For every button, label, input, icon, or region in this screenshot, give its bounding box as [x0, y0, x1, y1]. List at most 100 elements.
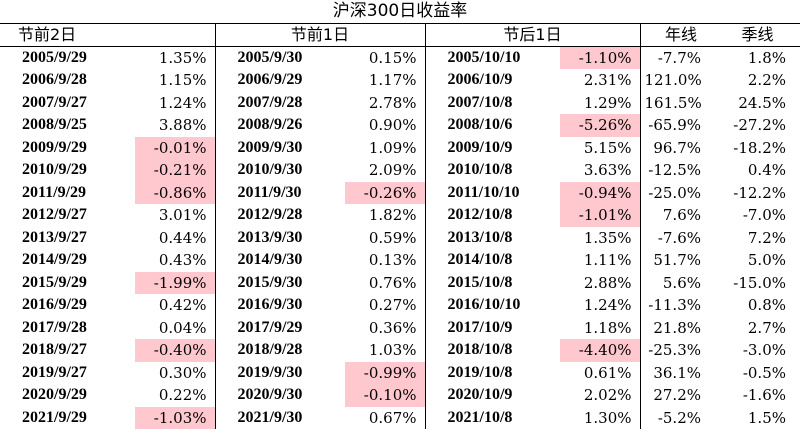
pre1-return-cell[interactable]: 0.90%: [345, 114, 426, 137]
year-return-cell[interactable]: 21.8%: [653, 318, 701, 337]
pre1-date-cell[interactable]: 2011/9/30: [237, 183, 302, 201]
post1-date-cell[interactable]: 2021/10/8: [447, 408, 513, 426]
pre1-date-cell[interactable]: 2005/9/30: [237, 49, 303, 66]
post1-date-cell[interactable]: 2005/10/10: [447, 49, 521, 66]
pre2-date-cell[interactable]: 2006/9/28: [22, 71, 87, 89]
post1-date-cell[interactable]: 2008/10/6: [447, 116, 513, 134]
pre1-date-cell[interactable]: 2007/9/28: [237, 93, 303, 111]
pre1-return-cell[interactable]: 1.82%: [345, 204, 426, 227]
pre1-date-cell[interactable]: 2017/9/29: [237, 318, 303, 336]
pre1-return-cell[interactable]: 0.27%: [345, 294, 426, 317]
year-return-cell[interactable]: 27.2%: [653, 386, 701, 405]
post1-date-cell[interactable]: 2006/10/9: [447, 71, 513, 89]
post1-return-cell[interactable]: 2.31%: [560, 69, 641, 92]
post1-return-cell[interactable]: 1.35%: [560, 226, 641, 249]
pre2-date-cell[interactable]: 2016/9/29: [22, 296, 87, 314]
year-return-cell[interactable]: -25.3%: [648, 341, 701, 360]
quarter-return-cell[interactable]: 0.8%: [747, 296, 786, 315]
year-return-cell[interactable]: -65.9%: [648, 116, 701, 135]
post1-return-cell[interactable]: 0.61%: [560, 361, 641, 384]
post1-return-cell[interactable]: 2.88%: [560, 271, 641, 294]
quarter-return-cell[interactable]: 24.5%: [738, 93, 786, 112]
pre2-date-cell[interactable]: 2010/9/29: [22, 161, 87, 179]
year-return-cell[interactable]: 7.6%: [662, 206, 701, 225]
pre2-date-cell[interactable]: 2017/9/28: [22, 318, 87, 336]
pre2-date-cell[interactable]: 2012/9/27: [22, 206, 87, 224]
pre1-return-cell[interactable]: 0.76%: [345, 271, 426, 294]
year-return-cell[interactable]: -12.5%: [648, 161, 701, 180]
pre2-return-cell[interactable]: 3.01%: [135, 204, 216, 227]
year-return-cell[interactable]: -7.6%: [657, 228, 701, 247]
post1-return-cell[interactable]: -0.94%: [560, 181, 641, 204]
pre2-date-cell[interactable]: 2007/9/27: [22, 93, 87, 111]
pre1-return-cell[interactable]: -0.99%: [345, 361, 426, 384]
quarter-return-cell[interactable]: -18.2%: [733, 138, 786, 157]
pre1-date-cell[interactable]: 2021/9/30: [237, 408, 303, 426]
header-pre2[interactable]: 节前2日: [0, 23, 216, 47]
post1-return-cell[interactable]: 5.15%: [560, 136, 641, 159]
pre2-return-cell[interactable]: -0.21%: [135, 159, 216, 182]
pre2-date-cell[interactable]: 2005/9/29: [22, 49, 87, 66]
pre2-return-cell[interactable]: 1.24%: [135, 91, 216, 114]
pre1-date-cell[interactable]: 2009/9/30: [237, 138, 303, 156]
pre1-date-cell[interactable]: 2019/9/30: [237, 363, 303, 381]
year-return-cell[interactable]: -5.2%: [657, 408, 701, 427]
post1-date-cell[interactable]: 2016/10/10: [447, 296, 521, 314]
quarter-return-cell[interactable]: 5.0%: [747, 251, 786, 270]
pre2-return-cell[interactable]: 0.04%: [135, 316, 216, 339]
year-return-cell[interactable]: 161.5%: [644, 93, 702, 112]
pre1-return-cell[interactable]: 1.17%: [345, 69, 426, 92]
post1-return-cell[interactable]: 1.11%: [560, 249, 641, 272]
post1-return-cell[interactable]: -1.10%: [560, 46, 641, 69]
quarter-return-cell[interactable]: 1.5%: [747, 408, 786, 427]
post1-return-cell[interactable]: 1.18%: [560, 316, 641, 339]
post1-date-cell[interactable]: 2009/10/9: [447, 138, 513, 156]
header-pre1[interactable]: 节前1日: [215, 23, 426, 47]
post1-date-cell[interactable]: 2020/10/9: [447, 386, 513, 404]
quarter-return-cell[interactable]: -12.2%: [733, 183, 786, 202]
quarter-return-cell[interactable]: -3.0%: [742, 341, 786, 360]
pre2-return-cell[interactable]: 0.30%: [135, 361, 216, 384]
pre1-return-cell[interactable]: 2.78%: [345, 91, 426, 114]
post1-date-cell[interactable]: 2007/10/8: [447, 93, 513, 111]
pre2-return-cell[interactable]: -0.86%: [135, 181, 216, 204]
pre2-return-cell[interactable]: 1.35%: [135, 46, 216, 69]
post1-date-cell[interactable]: 2010/10/8: [447, 161, 513, 179]
pre1-return-cell[interactable]: 1.09%: [345, 136, 426, 159]
pre1-return-cell[interactable]: -0.26%: [345, 181, 426, 204]
year-return-cell[interactable]: 121.0%: [644, 71, 702, 90]
post1-return-cell[interactable]: 1.30%: [560, 406, 641, 429]
quarter-return-cell[interactable]: -27.2%: [733, 116, 786, 135]
year-return-cell[interactable]: 96.7%: [653, 138, 701, 157]
quarter-return-cell[interactable]: 2.2%: [747, 71, 786, 90]
pre2-return-cell[interactable]: -1.99%: [135, 271, 216, 294]
post1-return-cell[interactable]: 1.29%: [560, 91, 641, 114]
quarter-return-cell[interactable]: -7.0%: [742, 206, 786, 225]
pre2-date-cell[interactable]: 2014/9/29: [22, 251, 87, 269]
post1-return-cell[interactable]: -5.26%: [560, 114, 641, 137]
pre1-date-cell[interactable]: 2008/9/26: [237, 116, 303, 134]
year-return-cell[interactable]: 51.7%: [653, 251, 701, 270]
pre2-return-cell[interactable]: 0.44%: [135, 226, 216, 249]
pre2-return-cell[interactable]: 1.15%: [135, 69, 216, 92]
quarter-return-cell[interactable]: 7.2%: [747, 228, 786, 247]
pre1-return-cell[interactable]: 0.13%: [345, 249, 426, 272]
pre2-date-cell[interactable]: 2018/9/27: [22, 341, 87, 359]
year-return-cell[interactable]: 5.6%: [662, 273, 701, 292]
pre1-date-cell[interactable]: 2010/9/30: [237, 161, 303, 179]
post1-return-cell[interactable]: 1.24%: [560, 294, 641, 317]
post1-date-cell[interactable]: 2013/10/8: [447, 228, 513, 246]
pre2-date-cell[interactable]: 2015/9/29: [22, 273, 87, 291]
pre2-date-cell[interactable]: 2009/9/29: [22, 138, 87, 156]
pre2-return-cell[interactable]: 0.43%: [135, 249, 216, 272]
pre1-date-cell[interactable]: 2015/9/30: [237, 273, 303, 291]
post1-date-cell[interactable]: 2017/10/9: [447, 318, 513, 336]
pre2-return-cell[interactable]: 3.88%: [135, 114, 216, 137]
pre1-return-cell[interactable]: -0.10%: [345, 384, 426, 407]
pre2-date-cell[interactable]: 2008/9/25: [22, 116, 87, 134]
pre2-date-cell[interactable]: 2011/9/29: [22, 183, 87, 201]
pre2-date-cell[interactable]: 2020/9/29: [22, 386, 87, 404]
pre1-return-cell[interactable]: 0.59%: [345, 226, 426, 249]
pre2-date-cell[interactable]: 2021/9/29: [22, 408, 87, 426]
post1-date-cell[interactable]: 2018/10/8: [447, 341, 513, 359]
